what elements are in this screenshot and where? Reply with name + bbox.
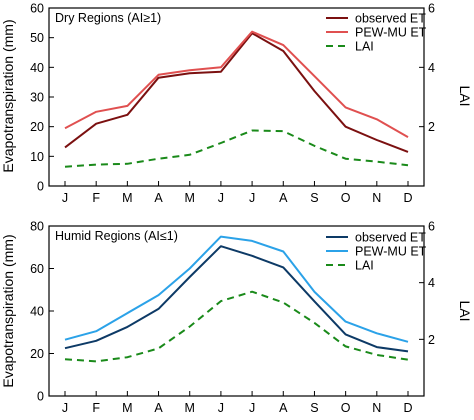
- left-y-tick-label: 20: [30, 120, 44, 134]
- left-y-tick-label: 0: [37, 180, 44, 194]
- x-tick-label: J: [249, 191, 255, 205]
- right-y-tick-label: 2: [428, 333, 435, 347]
- x-tick-label: N: [372, 401, 381, 415]
- x-tick-label: M: [185, 191, 195, 205]
- left-y-tick-label: 20: [30, 347, 44, 361]
- x-tick-label: A: [154, 191, 163, 205]
- x-tick-label: F: [92, 401, 100, 415]
- x-tick-label: D: [403, 191, 412, 205]
- x-tick-label: J: [62, 401, 68, 415]
- humid-regions-panel: 0 20 40 60 80 2 4 6 J F M A M J J A S O N D Evapotranspirati…: [0, 220, 473, 416]
- x-tick-label: A: [279, 401, 288, 415]
- right-y-tick-label: 4: [428, 276, 435, 290]
- left-y-tick-label: 60: [30, 2, 44, 16]
- left-y-tick-label: 80: [30, 220, 44, 234]
- series-line-pew-mu-et: [64, 235, 409, 343]
- panel-label: Dry Regions (AI≥1): [55, 11, 161, 25]
- x-tick-label: M: [122, 401, 132, 415]
- right-y-tick-label: 4: [428, 61, 435, 75]
- x-tick-label: M: [185, 401, 195, 415]
- panel-label: Humid Regions (AI≤1): [55, 229, 178, 243]
- left-y-tick-label: 10: [30, 150, 44, 164]
- dry-regions-panel: 0 10 20 30 40 50 60 2 4 6 J F M A M J J A S O N D Evapotranspi…: [0, 2, 473, 206]
- series-line-observed-et: [64, 32, 409, 153]
- legend-label: PEW-MU ET: [355, 245, 427, 259]
- x-tick-label: J: [62, 191, 68, 205]
- left-axis-title: Evapotranspiration (mm): [0, 234, 16, 387]
- x-tick-label: M: [122, 191, 132, 205]
- right-y-tick-label: 2: [428, 120, 435, 134]
- right-y-tick-label: 6: [428, 2, 435, 16]
- x-tick-label: S: [310, 191, 318, 205]
- x-tick-label: O: [341, 191, 351, 205]
- right-axis-title: LAI: [457, 85, 473, 106]
- right-y-tick-label: 6: [428, 220, 435, 234]
- legend-label: LAI: [355, 259, 374, 273]
- left-y-tick-label: 40: [30, 61, 44, 75]
- series-line-pew-mu-et: [64, 30, 409, 138]
- x-tick-label: J: [218, 191, 224, 205]
- x-tick-label: F: [92, 191, 100, 205]
- legend-label: observed ET: [355, 231, 426, 245]
- right-axis-title: LAI: [457, 300, 473, 321]
- x-tick-label: D: [403, 401, 412, 415]
- x-tick-label: O: [341, 401, 351, 415]
- series-line-observed-et: [64, 245, 409, 353]
- x-tick-label: N: [372, 191, 381, 205]
- legend-label: PEW-MU ET: [355, 26, 427, 40]
- left-y-tick-label: 60: [30, 262, 44, 276]
- x-tick-label: J: [249, 401, 255, 415]
- x-tick-label: S: [310, 401, 318, 415]
- x-tick-label: J: [218, 401, 224, 415]
- left-axis-title: Evapotranspiration (mm): [0, 19, 16, 172]
- left-y-tick-label: 30: [30, 91, 44, 105]
- legend-label: LAI: [355, 40, 374, 54]
- left-y-tick-label: 0: [37, 390, 44, 404]
- left-y-tick-label: 50: [30, 31, 44, 45]
- left-y-tick-label: 40: [30, 305, 44, 319]
- series-line-lai: [64, 129, 409, 168]
- x-tick-label: A: [279, 191, 288, 205]
- legend-label: observed ET: [355, 12, 426, 26]
- x-tick-label: A: [154, 401, 163, 415]
